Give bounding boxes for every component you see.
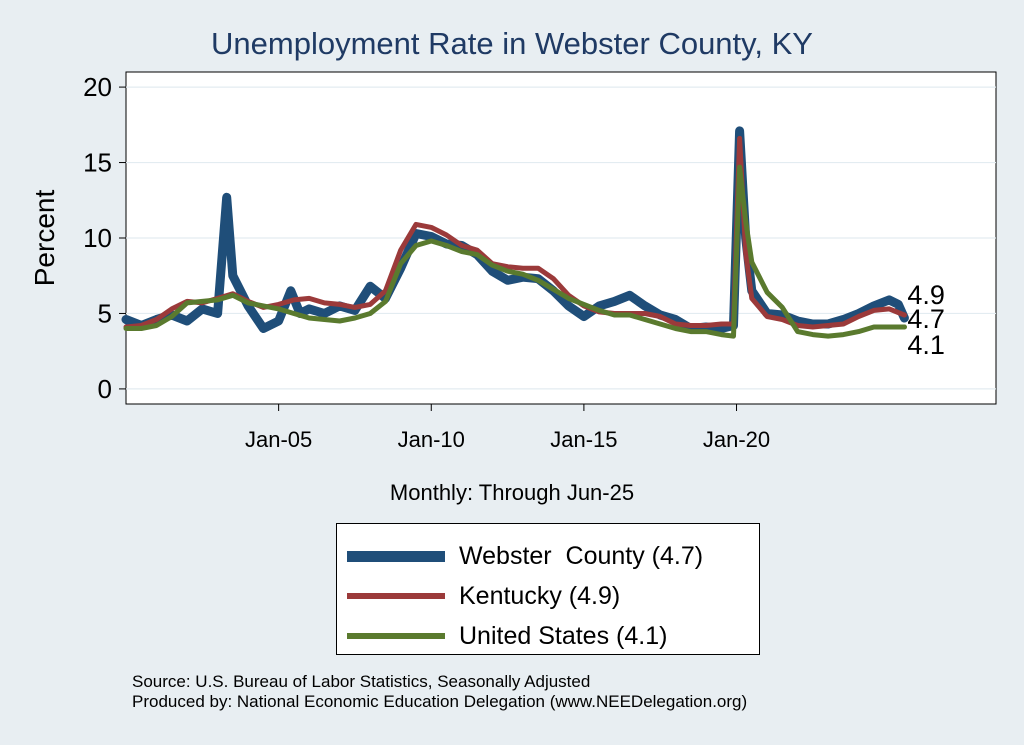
series-end-point: [901, 324, 907, 330]
legend-item-webster: Webster County (4.7): [347, 536, 703, 576]
x-axis-caption: Monthly: Through Jun-25: [389, 480, 635, 505]
y-tick-label: 10: [83, 223, 112, 253]
y-axis: 0 5 10 15 20: [83, 72, 126, 404]
x-axis: Jan-05 Jan-10 Jan-15 Jan-20: [245, 404, 770, 452]
y-tick-label: 20: [83, 72, 112, 102]
series-end-point: [901, 312, 907, 318]
series-line-us: [123, 164, 907, 339]
y-tick-label: 5: [98, 298, 112, 328]
y-tick-label: 15: [83, 148, 112, 178]
source-note: Source: U.S. Bureau of Labor Statistics,…: [132, 672, 747, 712]
x-tick-label: Jan-15: [550, 427, 617, 452]
series-line-webster: [121, 126, 909, 333]
x-tick-label: Jan-20: [703, 427, 770, 452]
legend-swatch-kentucky: [347, 593, 445, 599]
legend: Webster County (4.7) Kentucky (4.9) Unit…: [336, 523, 760, 655]
source-line-1: Source: U.S. Bureau of Labor Statistics,…: [132, 672, 591, 691]
x-tick-label: Jan-10: [398, 427, 465, 452]
legend-label-kentucky: Kentucky (4.9): [459, 581, 621, 610]
plot-svg: 0 5 10 15 20 Jan-05 Jan-10 Jan-15 Jan-20 Percen…: [29, 71, 997, 452]
end-value-label: 4.7: [907, 304, 945, 334]
chart-title: Unemployment Rate in Webster County, KY: [211, 26, 813, 61]
legend-item-kentucky: Kentucky (4.9): [347, 576, 620, 616]
legend-item-us: United States (4.1): [347, 616, 667, 656]
legend-label-webster: Webster County (4.7): [459, 541, 704, 570]
legend-swatch-webster: [347, 550, 445, 562]
series-group: [121, 126, 909, 339]
end-value-label: 4.9: [907, 280, 945, 310]
end-labels: 4.94.74.1: [907, 280, 945, 360]
x-tick-label: Jan-05: [245, 427, 312, 452]
y-tick-label: 0: [98, 374, 112, 404]
source-line-2: Produced by: National Economic Education…: [132, 692, 748, 711]
legend-swatch-us: [347, 633, 445, 639]
y-axis-label: Percent: [29, 190, 60, 287]
end-value-label: 4.1: [907, 330, 945, 360]
legend-label-us: United States (4.1): [459, 621, 668, 650]
